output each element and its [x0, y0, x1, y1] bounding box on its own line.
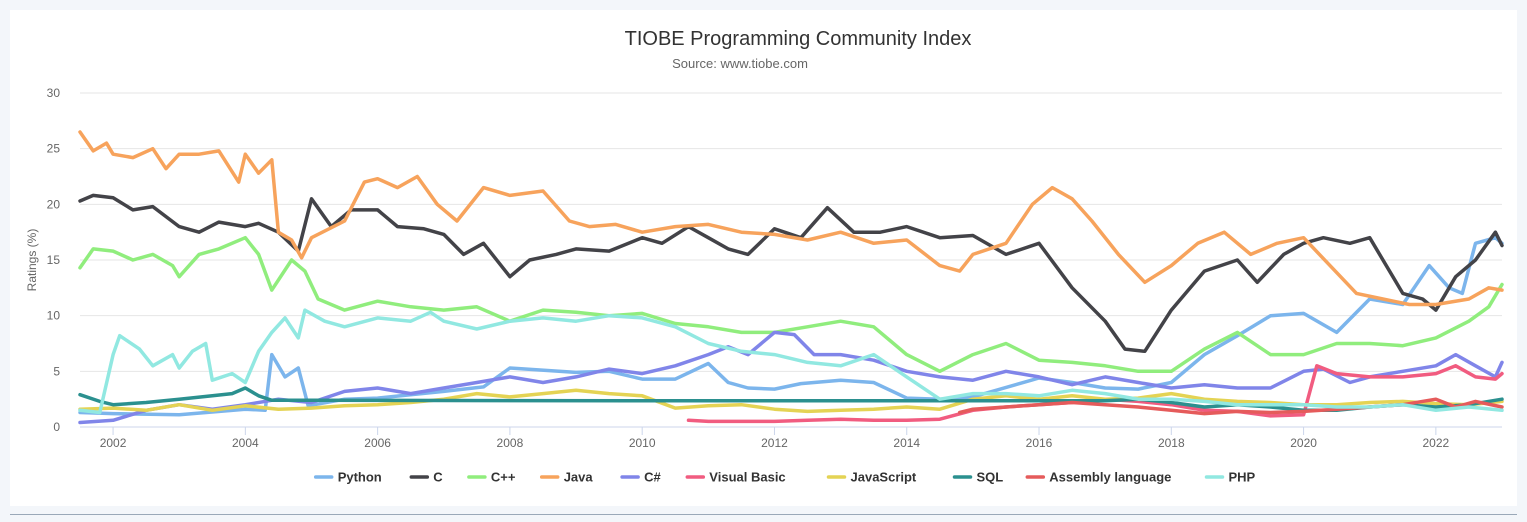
legend-item-python[interactable]: Python [313, 470, 382, 485]
series-line-javascript[interactable] [78, 388, 1504, 414]
y-tick-label: 20 [47, 197, 61, 211]
x-tick-label: 2016 [1026, 436, 1053, 450]
legend-label: Java [564, 470, 594, 485]
chart-subtitle: Source: www.tiobe.com [672, 56, 808, 71]
series-line-php[interactable] [78, 308, 1504, 415]
legend-label: Visual Basic [709, 470, 785, 485]
x-axis-ticks: 2002 2004 2006 2008 2010 2012 2014 2016 2018 2020… [100, 427, 1450, 450]
x-tick-label: 2020 [1290, 436, 1317, 450]
legend-item-sql[interactable]: SQL [952, 470, 1004, 485]
x-tick-label: 2022 [1423, 436, 1450, 450]
legend-label: Assembly language [1049, 470, 1171, 485]
bottom-divider [10, 514, 1517, 515]
x-tick-label: 2010 [629, 436, 656, 450]
y-axis-ticks: 0 5 10 15 20 25 30 [47, 86, 61, 434]
legend-label: SQL [977, 470, 1004, 485]
legend-item-c[interactable]: C [409, 470, 443, 485]
x-tick-label: 2002 [100, 436, 127, 450]
x-tick-label: 2012 [761, 436, 788, 450]
legend-label: C [433, 470, 443, 485]
y-tick-label: 0 [53, 420, 60, 434]
chart-card: TIOBE Programming Community Index Source… [10, 10, 1517, 506]
x-tick-label: 2008 [497, 436, 524, 450]
plot-area [78, 130, 1504, 425]
legend-label: JavaScript [851, 470, 917, 485]
y-axis-label: Ratings (%) [25, 229, 39, 292]
legend-label: C++ [491, 470, 516, 485]
legend-label: Python [338, 470, 382, 485]
y-tick-label: 10 [47, 309, 61, 323]
chart-title: TIOBE Programming Community Index [625, 28, 972, 50]
series-line-java[interactable] [78, 130, 1504, 307]
series-line-visual-basic[interactable] [686, 364, 1504, 424]
y-tick-label: 30 [47, 86, 61, 100]
y-tick-label: 15 [47, 253, 61, 267]
legend-item-java[interactable]: Java [539, 470, 594, 485]
line-chart: TIOBE Programming Community Index Source… [25, 28, 1504, 485]
series-line-c-[interactable] [78, 235, 1504, 374]
legend-item-visual-basic[interactable]: Visual Basic [685, 470, 786, 485]
legend-item-javascript[interactable]: JavaScript [826, 470, 917, 485]
series-line-assembly-language[interactable] [957, 397, 1504, 416]
legend: Python C C++ Java C# Visual Basic JavaScript SQ… [313, 470, 1256, 485]
series-line-python[interactable] [78, 235, 1504, 417]
x-tick-label: 2014 [893, 436, 920, 450]
x-tick-label: 2006 [364, 436, 391, 450]
legend-item-php[interactable]: PHP [1204, 470, 1256, 485]
y-tick-label: 25 [47, 142, 61, 156]
x-tick-label: 2018 [1158, 436, 1185, 450]
legend-item-c-[interactable]: C# [620, 470, 661, 485]
x-tick-label: 2004 [232, 436, 259, 450]
legend-item-assembly-language[interactable]: Assembly language [1025, 470, 1171, 485]
legend-label: C# [644, 470, 661, 485]
legend-item-c-[interactable]: C++ [467, 470, 516, 485]
y-tick-label: 5 [53, 364, 60, 378]
legend-label: PHP [1229, 470, 1256, 485]
